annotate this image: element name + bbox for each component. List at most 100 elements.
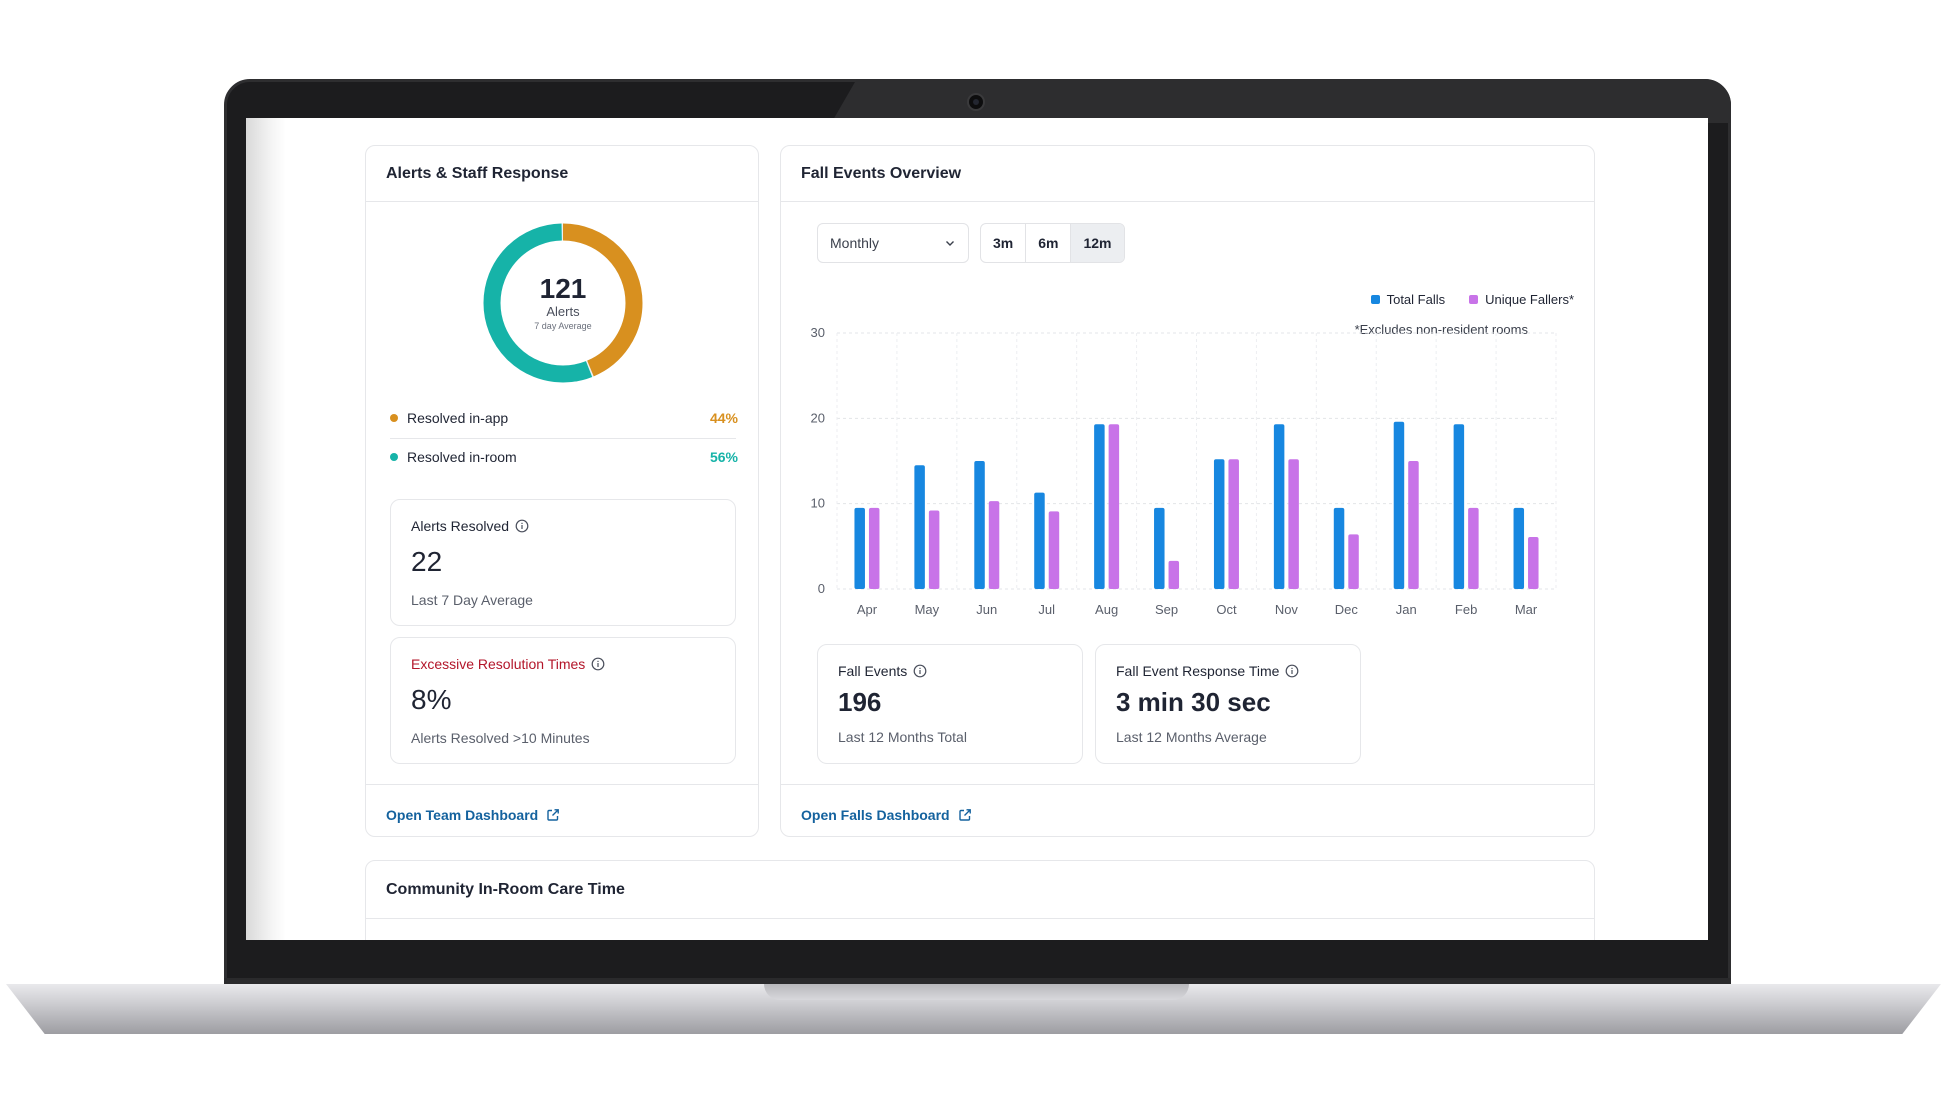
stat-footnote: Last 12 Months Average (1116, 729, 1267, 745)
laptop-hinge (224, 978, 1731, 986)
chart-legend: Total Falls Unique Fallers* (1370, 292, 1574, 307)
bar-unique-fallers-jul[interactable] (1048, 511, 1060, 589)
bar-total-falls-dec[interactable] (1333, 507, 1345, 589)
bar-total-falls-nov[interactable] (1273, 424, 1285, 589)
fall-events-stat: Fall Events 196 Last 12 Months Total (817, 644, 1083, 764)
bar-unique-fallers-may[interactable] (928, 510, 940, 589)
bar-unique-fallers-feb[interactable] (1468, 507, 1479, 589)
legend-divider (390, 438, 736, 439)
alerts-donut-chart: 121 Alerts 7 day Average (481, 221, 645, 385)
link-label: Open Team Dashboard (386, 807, 539, 823)
stat-label: Excessive Resolution Times (411, 656, 605, 672)
range-12m-button[interactable]: 12m (1071, 224, 1124, 262)
x-tick-label: Aug (1095, 602, 1118, 617)
laptop-base-notch (764, 984, 1189, 1000)
divider (366, 201, 758, 202)
y-tick-label: 30 (811, 325, 825, 340)
bar-unique-fallers-apr[interactable] (868, 507, 880, 589)
bar-total-falls-feb[interactable] (1453, 424, 1465, 589)
info-icon[interactable] (913, 664, 927, 678)
resolved-in-app-dot (390, 414, 398, 422)
donut-center: 121 Alerts 7 day Average (481, 221, 645, 385)
range-3m-button[interactable]: 3m (981, 224, 1027, 262)
x-tick-label: Dec (1335, 602, 1359, 617)
y-tick-label: 0 (818, 581, 825, 596)
stat-footnote: Last 7 Day Average (411, 592, 533, 608)
y-tick-label: 10 (811, 496, 825, 511)
fall-response-time-stat: Fall Event Response Time 3 min 30 sec La… (1095, 644, 1361, 764)
stat-value: 196 (838, 687, 882, 717)
range-toggle: 3m 6m 12m (980, 223, 1125, 263)
info-icon[interactable] (591, 657, 605, 671)
divider (781, 201, 1594, 202)
webcam-icon (967, 93, 985, 111)
info-icon[interactable] (515, 519, 529, 533)
legend-resolved-in-room: Resolved in-room 56% (390, 449, 738, 465)
falls-card-title: Fall Events Overview (801, 165, 962, 182)
link-label: Open Falls Dashboard (801, 807, 950, 823)
bar-total-falls-jun[interactable] (974, 461, 985, 589)
bar-total-falls-oct[interactable] (1213, 459, 1225, 589)
resolved-in-room-dot (390, 453, 398, 461)
bar-unique-fallers-aug[interactable] (1108, 424, 1120, 589)
x-tick-label: Nov (1275, 602, 1299, 617)
x-tick-label: Feb (1455, 602, 1477, 617)
bar-total-falls-mar[interactable] (1513, 507, 1525, 589)
bar-total-falls-aug[interactable] (1094, 424, 1105, 589)
excessive-resolution-label: Excessive Resolution Times (411, 656, 586, 672)
alerts-card-title: Alerts & Staff Response (386, 165, 569, 182)
legend-unique-fallers-label: Unique Fallers* (1485, 292, 1574, 307)
x-tick-label: May (915, 602, 940, 617)
stat-value: 3 min 30 sec (1116, 687, 1271, 717)
bar-total-falls-jul[interactable] (1034, 492, 1045, 589)
fall-events-label: Fall Events (838, 663, 908, 679)
donut-sublabel: 7 day Average (534, 321, 592, 331)
divider (366, 918, 1594, 919)
divider (366, 784, 758, 785)
x-tick-label: Apr (857, 602, 878, 617)
fall-events-overview-card: Fall Events Overview Monthly 3m 6m 12m T… (780, 145, 1595, 837)
bar-unique-fallers-oct[interactable] (1228, 459, 1239, 589)
screen: Alerts & Staff Response 121 Alerts 7 day… (246, 118, 1708, 940)
open-falls-dashboard-link[interactable]: Open Falls Dashboard (801, 807, 972, 823)
fall-events-bar-chart: 0 10 20 30 Apr May Jun Jul Aug Sep Oct Nov Dec Jan Feb… (811, 325, 1557, 617)
stat-label: Fall Event Response Time (1116, 663, 1299, 679)
bar-unique-fallers-nov[interactable] (1288, 459, 1299, 589)
info-icon[interactable] (1285, 664, 1299, 678)
donut-label: Alerts (546, 304, 580, 319)
bar-unique-fallers-sep[interactable] (1168, 560, 1180, 589)
donut-value: 121 (539, 273, 587, 304)
alerts-resolved-stat: Alerts Resolved 22 Last 7 Day Average (390, 499, 736, 626)
bar-unique-fallers-jan[interactable] (1408, 461, 1419, 589)
external-link-icon (958, 809, 971, 821)
bar-unique-fallers-jun[interactable] (988, 501, 1000, 589)
alerts-resolved-label: Alerts Resolved (411, 518, 510, 534)
bar-total-falls-may[interactable] (914, 465, 925, 589)
divider (781, 784, 1594, 785)
legend-total-falls: Total Falls (1370, 292, 1446, 307)
stat-label: Alerts Resolved (411, 518, 529, 534)
period-select-value: Monthly (830, 235, 880, 251)
stat-footnote: Last 12 Months Total (838, 729, 967, 745)
x-tick-label: Oct (1216, 602, 1237, 617)
fall-response-time-label: Fall Event Response Time (1116, 663, 1280, 679)
open-team-dashboard-link[interactable]: Open Team Dashboard (386, 807, 560, 823)
donut-segment-1 (483, 223, 643, 383)
community-care-time-card: Community In-Room Care Time (365, 860, 1595, 940)
external-link-icon (547, 809, 560, 821)
x-tick-label: Mar (1515, 602, 1538, 617)
legend-total-falls-label: Total Falls (1386, 292, 1446, 307)
chevron-down-icon (946, 241, 954, 246)
legend-resolved-in-app: Resolved in-app 44% (390, 410, 738, 426)
bar-unique-fallers-dec[interactable] (1348, 534, 1359, 589)
stat-label: Fall Events (838, 663, 927, 679)
bar-total-falls-apr[interactable] (854, 507, 865, 589)
bar-unique-fallers-mar[interactable] (1528, 536, 1539, 589)
range-6m-button[interactable]: 6m (1026, 224, 1072, 262)
donut-svg (483, 223, 643, 383)
bar-total-falls-jan[interactable] (1393, 421, 1405, 589)
legend-label: Resolved in-room (407, 449, 517, 465)
stat-footnote: Alerts Resolved >10 Minutes (411, 730, 590, 746)
bar-total-falls-sep[interactable] (1154, 507, 1165, 589)
period-select[interactable]: Monthly (817, 223, 969, 263)
